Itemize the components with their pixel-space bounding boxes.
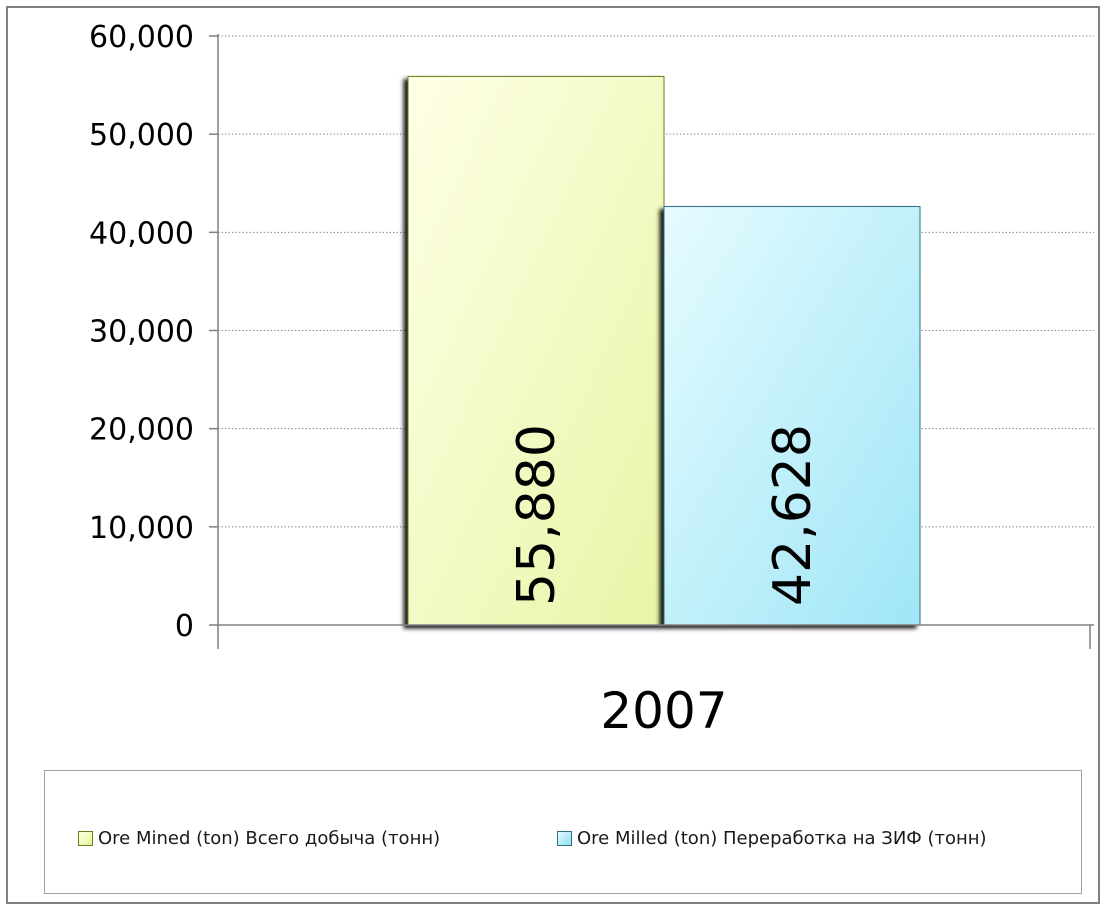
legend-swatch-blue xyxy=(557,831,572,846)
y-tick-label: 50,000 xyxy=(89,118,194,153)
bar-ore-milled xyxy=(663,206,921,626)
axes xyxy=(209,34,1094,649)
y-tick-label: 30,000 xyxy=(89,315,194,350)
legend-swatch-green xyxy=(78,831,93,846)
legend-item-ore-milled: Ore Milled (ton) Переработка на ЗИФ (тон… xyxy=(557,828,987,849)
labels: 0 10,000 20,000 30,000 40,000 50,000 60,000 55,… xyxy=(89,20,823,740)
y-tick-label: 0 xyxy=(175,609,194,644)
legend: Ore Mined (ton) Всего добыча (тонн) Ore … xyxy=(44,770,1082,894)
y-tick-label: 40,000 xyxy=(89,216,194,251)
data-label-ore-mined: 55,880 xyxy=(507,424,567,606)
legend-label-ore-mined: Ore Mined (ton) Всего добыча (тонн) xyxy=(98,828,441,849)
chart-plot: 0 10,000 20,000 30,000 40,000 50,000 60,000 55,… xyxy=(89,20,1094,740)
y-tick-label: 10,000 xyxy=(89,511,194,546)
x-category-label: 2007 xyxy=(600,682,727,740)
legend-label-ore-milled: Ore Milled (ton) Переработка на ЗИФ (тон… xyxy=(577,828,987,849)
chart-frame: 0 10,000 20,000 30,000 40,000 50,000 60,000 55,… xyxy=(6,6,1100,904)
bars xyxy=(407,75,921,626)
y-tick-label: 20,000 xyxy=(89,413,194,448)
y-tick-label: 60,000 xyxy=(89,20,194,55)
bar-ore-mined xyxy=(407,75,665,626)
data-label-ore-milled: 42,628 xyxy=(763,424,823,606)
legend-item-ore-mined: Ore Mined (ton) Всего добыча (тонн) xyxy=(78,828,440,849)
